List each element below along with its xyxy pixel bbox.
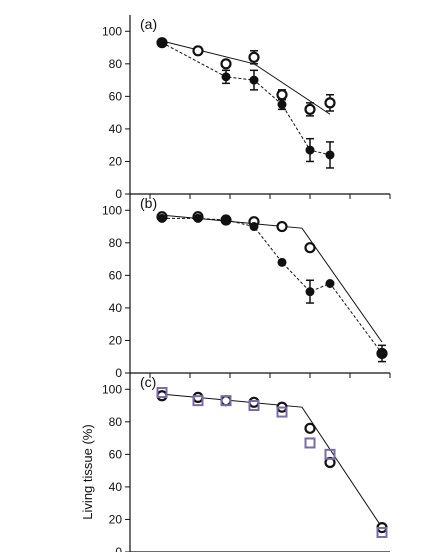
data-point-open-circle (248, 396, 260, 408)
data-point-open-square (324, 448, 336, 460)
panel-label: (c) (140, 374, 156, 390)
data-point-open-circle (304, 103, 316, 115)
y-tick-label: 60 (109, 89, 123, 103)
data-point-filled-circle (193, 213, 203, 223)
data-point-filled-circle (221, 72, 231, 82)
series-line-solid (161, 214, 383, 343)
data-point-open-square (248, 400, 260, 412)
y-tick-label: 20 (109, 333, 123, 347)
data-point-open-circle (156, 390, 168, 402)
y-tick-label: 80 (109, 57, 123, 71)
data-point-open-square (192, 395, 204, 407)
y-tick-label: 60 (109, 268, 123, 282)
series-line-dashed (162, 217, 383, 354)
y-tick-label: 0 (115, 187, 122, 201)
data-point-filled-circle (157, 38, 167, 48)
data-point-open-circle (248, 51, 260, 63)
y-tick-label: 20 (109, 512, 123, 526)
panel-2: 0 20 40 60 80 100 (b) (102, 194, 391, 380)
y-tick-label: 80 (109, 415, 123, 429)
panel-label: (b) (140, 195, 157, 211)
data-point-filled-circle (325, 279, 335, 288)
data-point-open-circle (220, 395, 232, 407)
panel-label: (a) (140, 16, 157, 32)
data-point-open-circle (304, 242, 316, 254)
y-tick-label: 20 (109, 154, 123, 168)
y-tick-label: 100 (102, 382, 122, 396)
data-point-open-square (276, 406, 288, 418)
data-point-filled-circle (305, 145, 315, 155)
data-point-filled-circle (157, 213, 167, 223)
y-tick-label: 100 (102, 203, 122, 217)
y-tick-label: 40 (109, 480, 123, 494)
data-point-filled-circle (277, 257, 287, 267)
y-tick-label: 40 (109, 301, 123, 315)
y-axis-label: Living tissue (%) (80, 424, 95, 519)
data-point-open-circle (324, 97, 336, 109)
data-point-filled-circle (377, 348, 387, 358)
panel-3: 0 20 40 60 80 100 (c) (102, 373, 390, 552)
data-point-open-circle (192, 45, 204, 57)
data-point-open-circle (276, 220, 288, 233)
data-point-open-square (220, 395, 232, 407)
series-line-solid (161, 40, 331, 115)
data-point-filled-circle (305, 287, 315, 297)
y-tick-label: 100 (102, 24, 122, 38)
y-tick-label: 60 (109, 447, 123, 461)
data-point-filled-circle (249, 222, 259, 232)
series-line-dashed (161, 42, 331, 156)
y-tick-label: 80 (109, 236, 123, 250)
data-point-filled-circle (325, 150, 335, 160)
data-point-filled-circle (221, 215, 231, 225)
data-point-open-circle (192, 391, 204, 404)
data-point-open-square (304, 437, 316, 449)
data-point-open-square (376, 526, 388, 538)
y-tick-label: 40 (109, 122, 123, 136)
y-tick-label: 0 (115, 545, 122, 552)
data-point-open-circle (220, 58, 232, 70)
panel-1: 0 20 40 60 80 100 (a) (102, 15, 391, 201)
series-line-solid (161, 393, 383, 528)
y-tick-label: 0 (115, 366, 122, 380)
data-point-open-circle (304, 422, 316, 434)
data-point-filled-circle (277, 100, 287, 109)
data-point-open-circle (276, 89, 288, 101)
data-point-open-square (156, 387, 168, 399)
data-point-filled-circle (249, 75, 259, 85)
